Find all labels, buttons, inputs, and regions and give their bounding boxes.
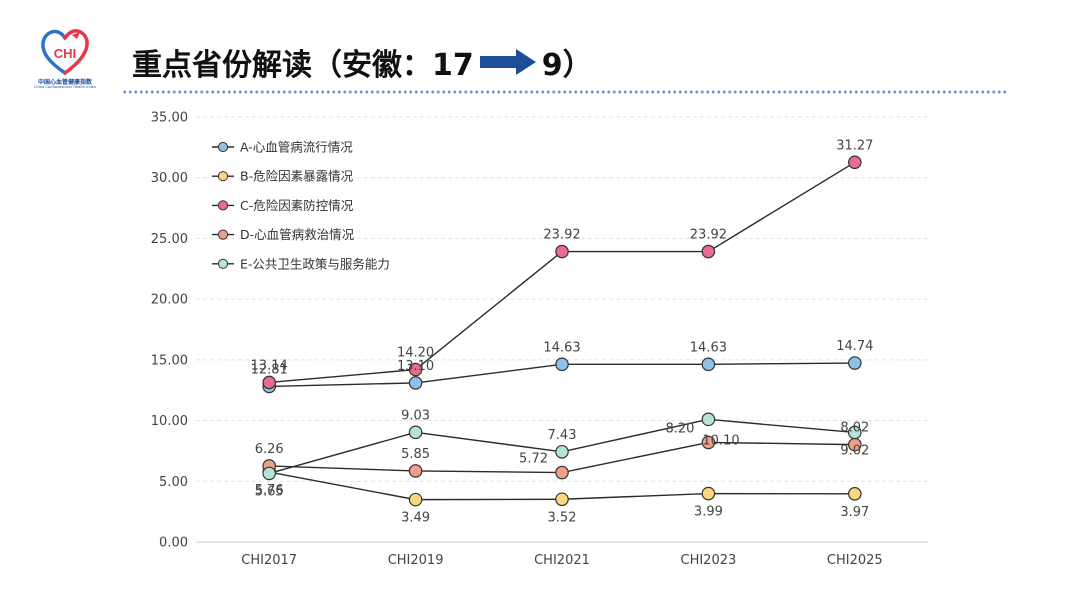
data-label: 6.26	[255, 442, 284, 457]
title-suffix: 9）	[541, 48, 593, 83]
data-label: 13.10	[397, 359, 434, 374]
legend-label: E-公共卫生政策与服务能力	[240, 256, 390, 271]
x-tick-label: CHI2017	[241, 553, 297, 568]
x-tick-label: CHI2019	[388, 553, 444, 568]
data-label: 23.92	[543, 228, 580, 243]
data-label: 3.99	[694, 505, 723, 520]
dotted-divider	[122, 90, 1006, 94]
data-point	[555, 465, 569, 480]
data-label: 5.76	[255, 483, 284, 498]
right-arrow-icon	[479, 49, 536, 75]
data-point	[408, 492, 423, 507]
y-tick-label: 5.00	[159, 475, 188, 490]
data-label: 5.65	[255, 484, 284, 499]
y-tick-label: 15.00	[151, 353, 188, 368]
heart-logo-icon: CHI	[41, 29, 89, 75]
data-point	[262, 466, 276, 481]
x-tick-label: CHI2023	[681, 553, 737, 568]
y-tick-label: 30.00	[151, 171, 188, 186]
legend-marker	[217, 258, 229, 269]
page-title: 重点省份解读（安徽：17 9）	[132, 42, 593, 83]
data-label: 5.85	[401, 447, 430, 462]
data-point	[262, 375, 276, 390]
data-point	[408, 464, 423, 478]
data-label: 8.20	[665, 421, 694, 436]
y-tick-label: 0.00	[159, 536, 188, 551]
legend-marker	[217, 200, 229, 211]
legend-marker	[217, 229, 229, 240]
y-tick-label: 20.00	[151, 293, 188, 308]
data-point	[555, 492, 569, 507]
data-label: 8.02	[840, 421, 869, 436]
chi-logo: CHI 中国心血管健康指数 China Cardiovascular Healt…	[30, 26, 100, 94]
data-label: 3.97	[840, 505, 869, 520]
data-point	[847, 486, 862, 501]
legend-label: C-危险因素防控情况	[240, 198, 354, 213]
data-label: 9.02	[840, 443, 869, 458]
data-label: 3.49	[401, 511, 430, 526]
data-point	[555, 357, 569, 372]
data-point	[555, 444, 569, 459]
data-label: 13.14	[251, 358, 288, 373]
data-label: 14.63	[543, 340, 580, 355]
data-label: 14.63	[690, 340, 727, 355]
data-point	[408, 376, 423, 390]
legend-marker	[217, 141, 229, 153]
data-label: 9.03	[401, 408, 430, 423]
title-prefix: 重点省份解读（安徽：17	[132, 48, 474, 83]
data-point	[701, 435, 716, 450]
data-label: 10.10	[702, 433, 739, 448]
data-point	[701, 244, 716, 259]
logo-text: CHI	[54, 46, 76, 61]
legend-label: D-心血管病救治情况	[240, 227, 355, 242]
data-label: 7.43	[548, 428, 577, 443]
data-label: 14.74	[836, 339, 873, 354]
x-tick-label: CHI2025	[827, 553, 883, 568]
data-point	[701, 486, 716, 501]
data-point	[408, 425, 423, 440]
legend-label: B-危险因素暴露情况	[240, 169, 354, 184]
data-label: 3.52	[548, 510, 577, 525]
data-point	[701, 357, 716, 372]
data-label: 5.72	[519, 452, 548, 467]
legend-label: A-心血管病流行情况	[240, 140, 353, 155]
data-label: 14.20	[397, 346, 434, 361]
data-point	[847, 425, 862, 440]
data-label: 12.81	[251, 362, 288, 377]
legend-marker	[217, 171, 229, 182]
data-point	[847, 356, 862, 370]
data-point	[408, 362, 423, 377]
data-label: 31.27	[836, 138, 873, 153]
logo-chinese-name: 中国心血管健康指数	[37, 79, 92, 86]
y-tick-label: 10.00	[151, 414, 188, 429]
data-label: 23.92	[690, 228, 727, 243]
x-tick-label: CHI2021	[534, 553, 590, 568]
logo-english-name: China Cardiovascular Health Index	[33, 85, 97, 89]
y-tick-label: 35.00	[151, 111, 188, 126]
data-point	[847, 155, 862, 170]
y-tick-label: 25.00	[151, 232, 188, 247]
data-point	[701, 412, 716, 427]
data-point	[555, 244, 569, 259]
